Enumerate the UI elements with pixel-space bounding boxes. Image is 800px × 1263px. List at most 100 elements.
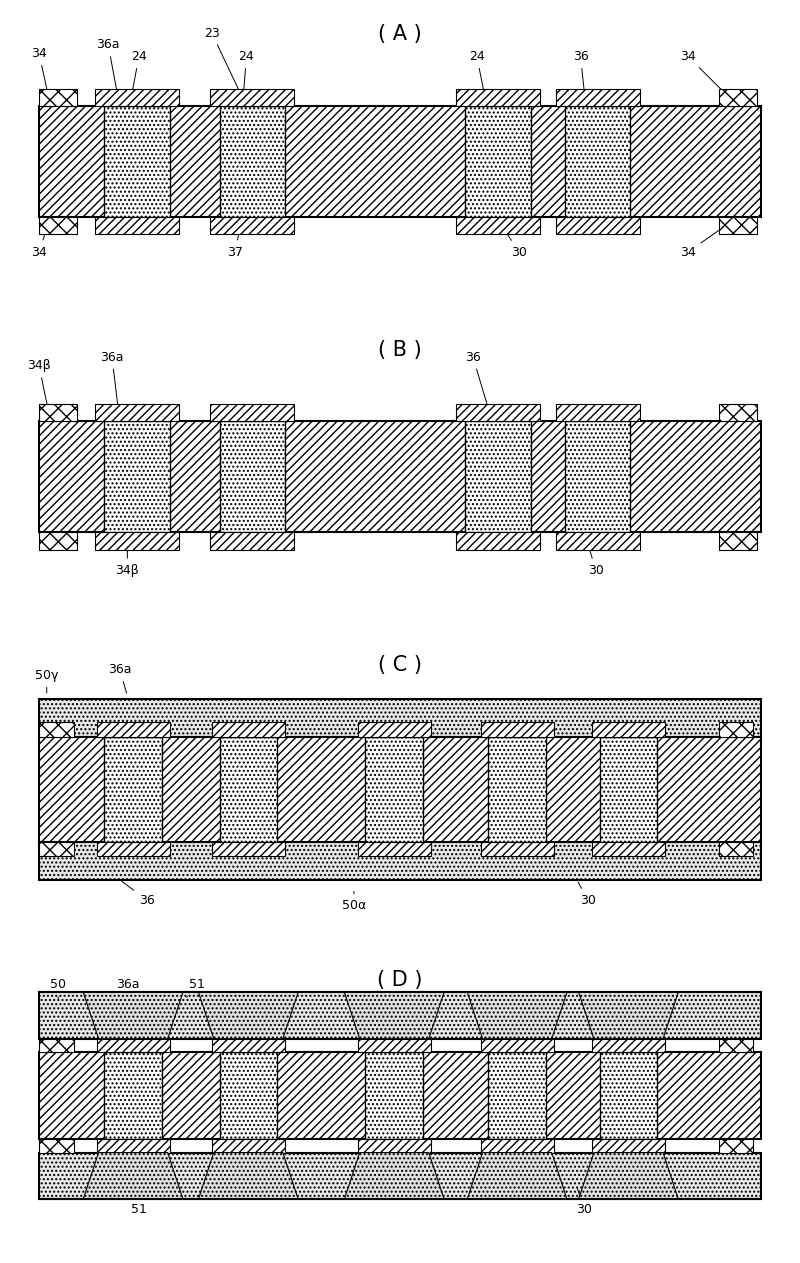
Bar bbox=[718, 1038, 754, 1052]
Bar bbox=[212, 841, 285, 856]
Bar bbox=[104, 422, 170, 532]
Polygon shape bbox=[344, 991, 444, 1038]
Bar bbox=[556, 88, 640, 106]
Bar bbox=[219, 106, 285, 217]
Bar bbox=[97, 1038, 170, 1052]
Bar bbox=[456, 404, 540, 422]
Bar bbox=[39, 106, 761, 217]
Polygon shape bbox=[467, 1153, 567, 1200]
Bar bbox=[39, 722, 74, 736]
Bar bbox=[39, 88, 78, 106]
Bar bbox=[565, 422, 630, 532]
Text: ( C ): ( C ) bbox=[378, 654, 422, 674]
Bar bbox=[39, 532, 78, 549]
Text: ( B ): ( B ) bbox=[378, 340, 422, 360]
Bar bbox=[592, 841, 665, 856]
Bar bbox=[358, 841, 430, 856]
Bar bbox=[456, 217, 540, 235]
Text: 34β: 34β bbox=[27, 360, 51, 418]
Bar bbox=[212, 722, 285, 736]
Bar bbox=[219, 1052, 277, 1139]
Text: 34: 34 bbox=[31, 47, 50, 104]
Text: 30: 30 bbox=[576, 1188, 592, 1216]
Bar bbox=[219, 422, 285, 532]
Bar bbox=[466, 106, 530, 217]
Bar bbox=[592, 1139, 665, 1153]
Text: ( D ): ( D ) bbox=[378, 970, 422, 990]
Text: ( A ): ( A ) bbox=[378, 24, 422, 44]
Bar bbox=[556, 217, 640, 235]
Bar bbox=[39, 1052, 761, 1139]
Text: 36: 36 bbox=[465, 351, 491, 418]
Text: 24: 24 bbox=[130, 51, 146, 104]
Bar bbox=[718, 404, 757, 422]
Bar bbox=[210, 217, 294, 235]
Text: 30: 30 bbox=[585, 536, 604, 577]
Text: 50: 50 bbox=[50, 979, 66, 999]
Bar bbox=[39, 1038, 74, 1052]
Polygon shape bbox=[83, 991, 183, 1038]
Text: 30: 30 bbox=[578, 882, 596, 907]
Bar bbox=[718, 841, 754, 856]
Text: 34: 34 bbox=[31, 220, 50, 259]
Bar bbox=[718, 532, 757, 549]
Bar bbox=[366, 1052, 423, 1139]
Bar bbox=[592, 722, 665, 736]
Bar bbox=[39, 404, 78, 422]
Text: 51: 51 bbox=[186, 979, 205, 997]
Polygon shape bbox=[578, 991, 678, 1038]
Text: 51: 51 bbox=[131, 1188, 147, 1216]
Bar bbox=[718, 722, 754, 736]
Text: 37: 37 bbox=[227, 220, 243, 259]
Text: 30: 30 bbox=[498, 220, 527, 259]
Bar bbox=[600, 1052, 658, 1139]
Bar bbox=[210, 404, 294, 422]
Bar bbox=[39, 1139, 74, 1153]
Polygon shape bbox=[344, 1153, 444, 1200]
Bar bbox=[97, 1139, 170, 1153]
Bar bbox=[104, 1052, 162, 1139]
Text: 50α: 50α bbox=[342, 892, 366, 912]
Bar bbox=[481, 1038, 554, 1052]
Bar bbox=[210, 88, 294, 106]
Bar bbox=[39, 841, 74, 856]
Text: 34: 34 bbox=[680, 218, 736, 259]
Bar bbox=[565, 106, 630, 217]
Bar bbox=[97, 722, 170, 736]
Text: 36: 36 bbox=[573, 51, 588, 104]
Bar bbox=[95, 88, 179, 106]
Bar bbox=[95, 532, 179, 549]
Bar bbox=[358, 1038, 430, 1052]
Text: 24: 24 bbox=[469, 51, 486, 104]
Bar bbox=[556, 404, 640, 422]
Bar bbox=[219, 736, 277, 841]
Text: 36: 36 bbox=[122, 882, 154, 907]
Text: 36a: 36a bbox=[97, 38, 120, 104]
Bar bbox=[358, 1139, 430, 1153]
Bar bbox=[600, 736, 658, 841]
Text: 24: 24 bbox=[238, 51, 254, 104]
Bar bbox=[718, 1139, 754, 1153]
Bar bbox=[556, 532, 640, 549]
Bar bbox=[488, 736, 546, 841]
Text: 23: 23 bbox=[204, 27, 246, 104]
Bar bbox=[592, 1038, 665, 1052]
Bar bbox=[39, 1153, 761, 1200]
Polygon shape bbox=[83, 1153, 183, 1200]
Text: 36a: 36a bbox=[108, 663, 131, 693]
Text: 34: 34 bbox=[680, 51, 736, 104]
Bar bbox=[212, 1038, 285, 1052]
Polygon shape bbox=[198, 991, 298, 1038]
Bar bbox=[39, 422, 761, 532]
Bar bbox=[481, 1139, 554, 1153]
Bar bbox=[718, 217, 757, 235]
Bar bbox=[488, 1052, 546, 1139]
Bar bbox=[718, 88, 757, 106]
Polygon shape bbox=[198, 1153, 298, 1200]
Bar bbox=[366, 736, 423, 841]
Bar bbox=[104, 736, 162, 841]
Bar bbox=[358, 722, 430, 736]
Bar bbox=[95, 404, 179, 422]
Bar bbox=[456, 88, 540, 106]
Bar bbox=[481, 841, 554, 856]
